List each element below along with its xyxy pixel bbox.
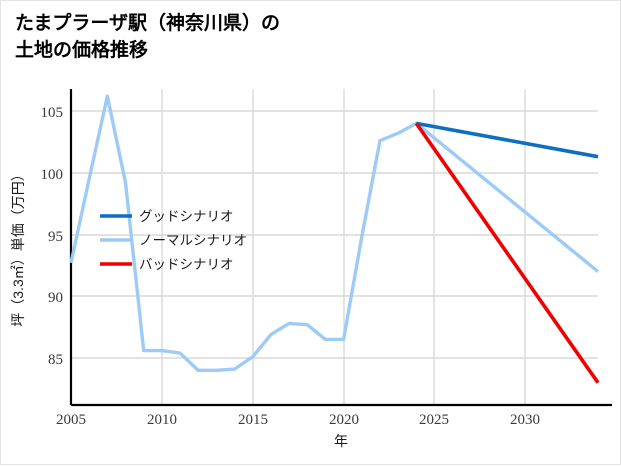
y-tick-label-95: 95: [48, 229, 63, 245]
series-line-good-scenario: [415, 121, 599, 159]
x-tick-label-2010: 2010: [147, 412, 177, 428]
y-tick-label-105: 105: [41, 105, 64, 121]
chart-legend: グッドシナリオ ノーマルシナリオ バッドシナリオ: [100, 209, 247, 272]
x-tick-label-2030: 2030: [510, 412, 540, 428]
legend-label-good-scenario: グッドシナリオ: [139, 209, 234, 224]
x-tick-label-2025: 2025: [419, 412, 449, 428]
x-tick-label-2020: 2020: [329, 412, 359, 428]
x-axis-title: 年: [334, 433, 348, 449]
y-tick-label-85: 85: [48, 352, 63, 368]
series-line-bad-scenario: [414, 122, 600, 384]
x-axis-tick-labels: 2005 2010 2015 2020 2025 2030: [56, 412, 540, 428]
page-title: たまプラーザ駅（神奈川県）の 土地の価格推移: [15, 13, 281, 61]
y-tick-label-100: 100: [41, 167, 64, 183]
axis-spines: [69, 89, 612, 407]
x-tick-label-2005: 2005: [56, 412, 86, 428]
y-axis-title: 坪（3.3㎡）単価（万円）: [10, 167, 26, 326]
y-tick-label-90: 90: [48, 290, 63, 306]
data-series-group: [69, 94, 600, 384]
series-line-normal-scenario: [69, 94, 600, 373]
legend-label-normal-scenario: ノーマルシナリオ: [139, 233, 247, 248]
x-tick-label-2015: 2015: [238, 412, 268, 428]
y-axis-tick-labels: 105 100 95 90 85: [41, 105, 64, 368]
legend-label-bad-scenario: バッドシナリオ: [139, 257, 234, 272]
